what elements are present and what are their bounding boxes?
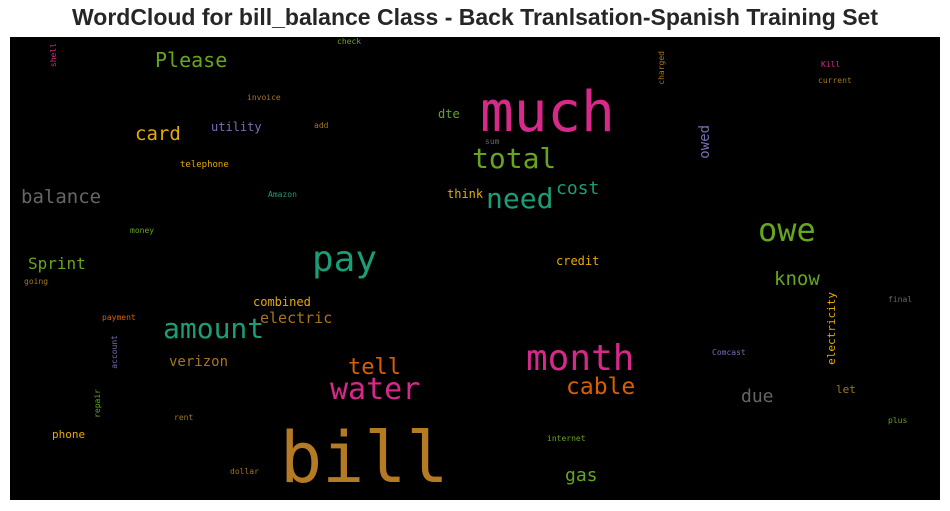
word-pay: pay (312, 239, 378, 280)
word-bill: bill (280, 417, 449, 499)
word-charged: charged (657, 51, 666, 85)
word-amazon: Amazon (268, 190, 297, 199)
word-telephone: telephone (180, 160, 229, 170)
word-please: Please (155, 48, 228, 72)
word-let: let (836, 383, 856, 396)
word-kill: Kill (821, 60, 841, 69)
word-payment: payment (102, 313, 136, 322)
word-going: going (24, 277, 49, 286)
word-account: account (110, 335, 119, 369)
word-cable: cable (566, 374, 636, 400)
word-dte: dte (438, 107, 460, 121)
word-know: know (774, 268, 820, 290)
word-amount: amount (163, 312, 265, 345)
word-credit: credit (556, 254, 600, 268)
word-owed: owed (697, 125, 713, 159)
word-check: check (337, 37, 362, 46)
word-cost: cost (556, 178, 600, 199)
word-need: need (486, 182, 554, 215)
word-invoice: invoice (247, 93, 281, 102)
word-think: think (447, 187, 484, 201)
word-money: money (130, 226, 155, 235)
word-current: current (818, 76, 852, 85)
word-balance: balance (21, 186, 102, 208)
word-month: month (526, 338, 635, 379)
word-sum: sum (485, 137, 500, 146)
word-rent: rent (174, 413, 194, 422)
word-sprint: Sprint (28, 254, 86, 273)
word-combined: combined (253, 295, 311, 309)
word-much: much (480, 80, 615, 145)
word-due: due (741, 386, 774, 407)
word-plus: plus (888, 416, 908, 425)
chart-title: WordCloud for bill_balance Class - Back … (71, 4, 878, 30)
word-cloud: bill much pay month owe water total need… (10, 37, 940, 500)
word-utility: utility (211, 120, 262, 134)
word-repair: repair (93, 389, 102, 418)
word-tell: tell (348, 355, 401, 380)
word-add: add (314, 121, 329, 130)
word-dollar: dollar (230, 467, 259, 476)
word-verizon: verizon (169, 354, 229, 370)
word-owe: owe (758, 211, 816, 249)
word-electric: electric (260, 309, 333, 327)
word-gas: gas (565, 465, 598, 486)
word-electricity: electricity (825, 292, 838, 365)
word-internet: internet (547, 434, 586, 443)
word-total: total (472, 142, 557, 175)
word-card: card (135, 123, 181, 145)
word-final: final (888, 295, 913, 304)
word-water: water (330, 372, 421, 407)
word-comcast: Comcast (712, 348, 746, 357)
word-phone: phone (52, 428, 86, 441)
word-shell: shell (49, 43, 58, 68)
